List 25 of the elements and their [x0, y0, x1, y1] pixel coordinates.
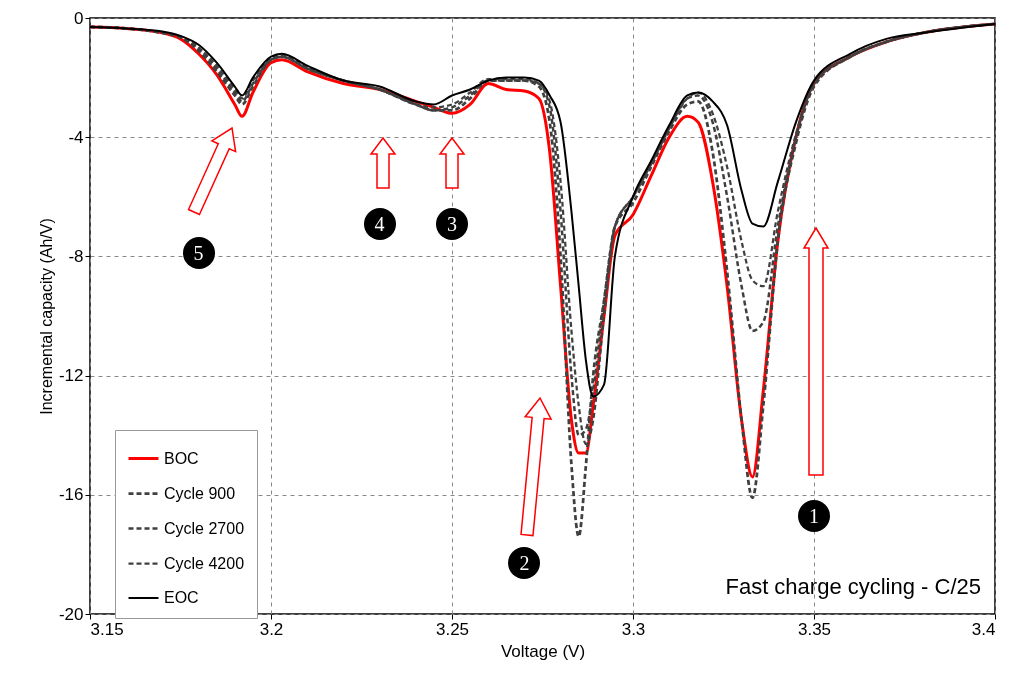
legend-label: Cycle 900 [164, 484, 236, 502]
x-tick-label: 3.3 [621, 619, 646, 639]
x-tick-label: 3.35 [797, 619, 832, 639]
annotation: 5 [182, 237, 215, 270]
annotation: Fast charge cycling - C/25 [725, 574, 981, 600]
legend-label: Cycle 4200 [164, 554, 245, 572]
y-tick-label: 0 [74, 8, 84, 28]
legend-label: Cycle 2700 [164, 519, 245, 537]
annotation: 2 [508, 547, 541, 580]
y-axis-title: Incremental capacity (Ah/V) [37, 218, 55, 415]
y-tick-label: -20 [58, 604, 84, 624]
x-tick-label: 3.25 [435, 619, 470, 639]
legend-label: EOC [164, 589, 199, 606]
legend-label: BOC [164, 449, 199, 467]
y-tick-label: -4 [68, 127, 84, 147]
x-tick-label: 3.4 [971, 619, 996, 639]
x-tick-label: 3.15 [90, 619, 124, 639]
y-tick-label: -12 [58, 366, 84, 386]
y-tick-label: -16 [58, 485, 84, 505]
annotation: 3 [436, 207, 468, 240]
x-axis-title: Voltage (V) [500, 641, 586, 661]
annotation: 1 [798, 499, 830, 532]
y-tick-label: -8 [68, 246, 84, 266]
x-tick-label: 3.2 [259, 619, 284, 639]
annotation: 4 [363, 207, 396, 240]
